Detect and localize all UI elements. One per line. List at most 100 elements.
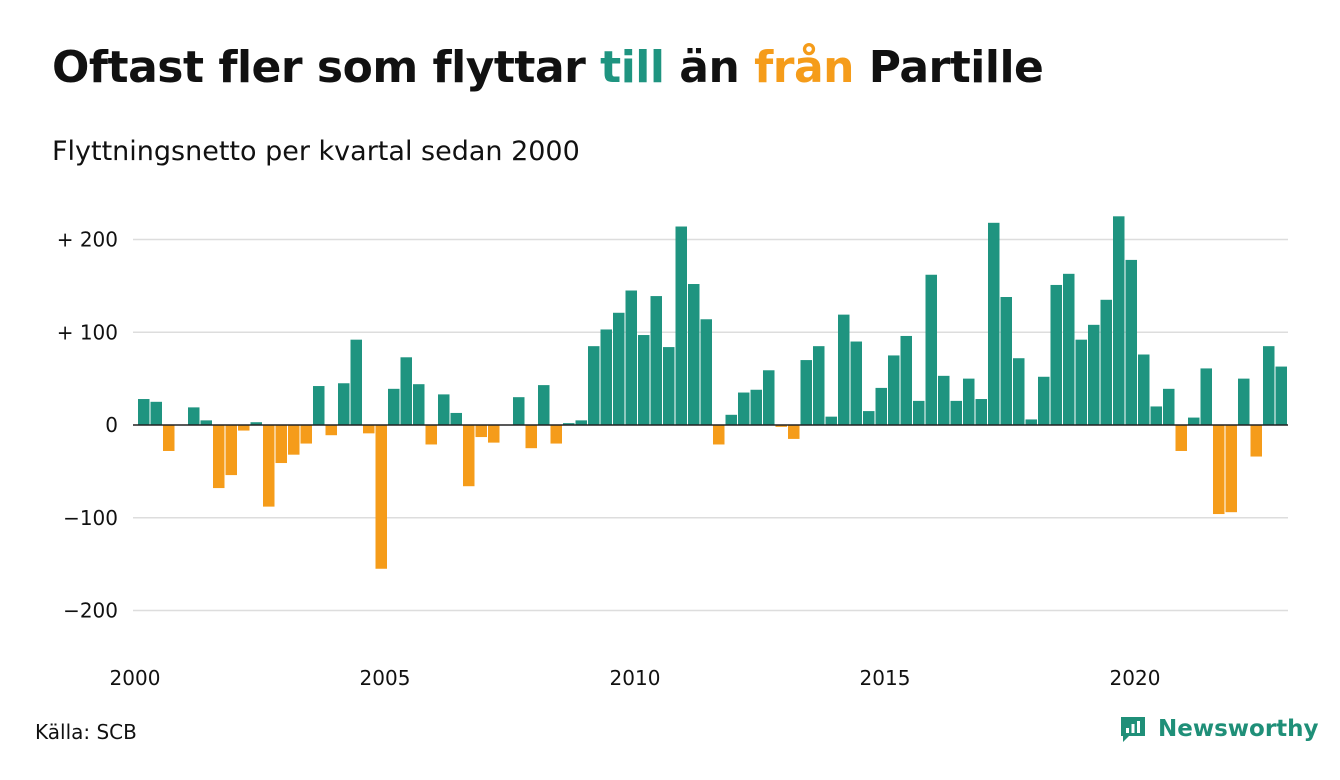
x-tick-label: 2015 [860,666,911,690]
bar [700,319,712,425]
bar [1050,284,1062,425]
bar [1150,406,1162,425]
bar [1100,299,1112,425]
title-part-5: Partille [853,42,1044,93]
newsworthy-logo-icon [1121,717,1145,742]
y-axis-labels: + 200 + 100 0 −100 −200 [57,228,118,623]
bar [1225,425,1237,513]
bar [1200,368,1212,425]
bar [1250,425,1262,457]
bar [638,335,650,425]
bar [925,274,937,425]
bar [363,425,375,434]
x-axis-labels: 2000 2005 2010 2015 2020 [110,666,1161,690]
bar [138,399,150,425]
bar [788,425,800,439]
bar [538,385,550,425]
bar [338,383,350,425]
bar [525,425,537,449]
bar [725,414,737,425]
bar [763,370,775,425]
bar [375,425,387,569]
bar [1175,425,1187,451]
bar [263,425,275,507]
bar [563,423,575,425]
bar [738,392,750,425]
source-label: Källa: SCB [35,720,137,744]
x-tick-label: 2000 [110,666,161,690]
bar [1075,339,1087,425]
brand-name: Newsworthy [1158,716,1319,742]
bar [163,425,175,451]
bar [963,378,975,425]
bar [600,329,612,425]
bar [625,290,637,425]
y-tick-label: + 100 [57,320,118,344]
bar [1213,425,1225,515]
bar [875,387,887,425]
bar [950,400,962,425]
x-tick-label: 2010 [610,666,661,690]
bar [1013,358,1025,425]
bar [413,384,425,425]
bar [825,416,837,425]
bar [1263,346,1275,425]
title-word-till: till [600,42,665,93]
bar [675,226,687,425]
bar [1038,376,1050,425]
bar [300,425,312,444]
bars [138,216,1287,569]
bar [1025,419,1037,425]
title-word-fran: från [754,42,854,93]
y-tick-label: + 200 [57,228,118,252]
x-tick-label: 2005 [360,666,411,690]
bar [800,360,812,425]
bar [975,399,987,425]
bar [463,425,475,487]
bar [650,296,662,425]
brand-logo[interactable]: Newsworthy [1118,714,1319,744]
bar [350,339,362,425]
bar [613,312,625,425]
chart-title: Oftast fler som flyttar till än från Par… [52,42,1044,93]
bar [688,284,700,425]
bar [550,425,562,444]
bar [475,425,487,438]
bar [813,346,825,425]
bar [225,425,237,476]
bar [438,394,450,425]
bar [988,222,1000,425]
bar [1188,417,1200,425]
bar-chart: + 200 + 100 0 −100 −200 2000 2005 2010 2015 2020 [57,216,1288,690]
bar [575,420,587,425]
y-tick-label: 0 [105,413,118,437]
bar [200,420,212,425]
bar [1275,366,1287,425]
title-part-1: Oftast fler som flyttar [52,42,601,93]
y-tick-label: −200 [63,599,118,623]
bar [713,425,725,445]
bar [663,347,675,425]
title-part-3: än [664,42,755,93]
bar [388,388,400,425]
bar [213,425,225,489]
bar [288,425,300,455]
bar [313,386,325,425]
bar [1163,388,1175,425]
bar [850,341,862,425]
bar [488,425,500,443]
bar [750,389,762,425]
bar [888,355,900,425]
bar [1125,259,1137,425]
bar [913,400,925,425]
bar [863,411,875,425]
x-tick-label: 2020 [1110,666,1161,690]
bar [588,346,600,425]
bar [513,397,525,425]
bar [450,412,462,425]
bar [838,314,850,425]
bar [400,357,412,425]
bar [775,425,787,427]
bar [1138,354,1150,425]
bar [250,422,262,425]
